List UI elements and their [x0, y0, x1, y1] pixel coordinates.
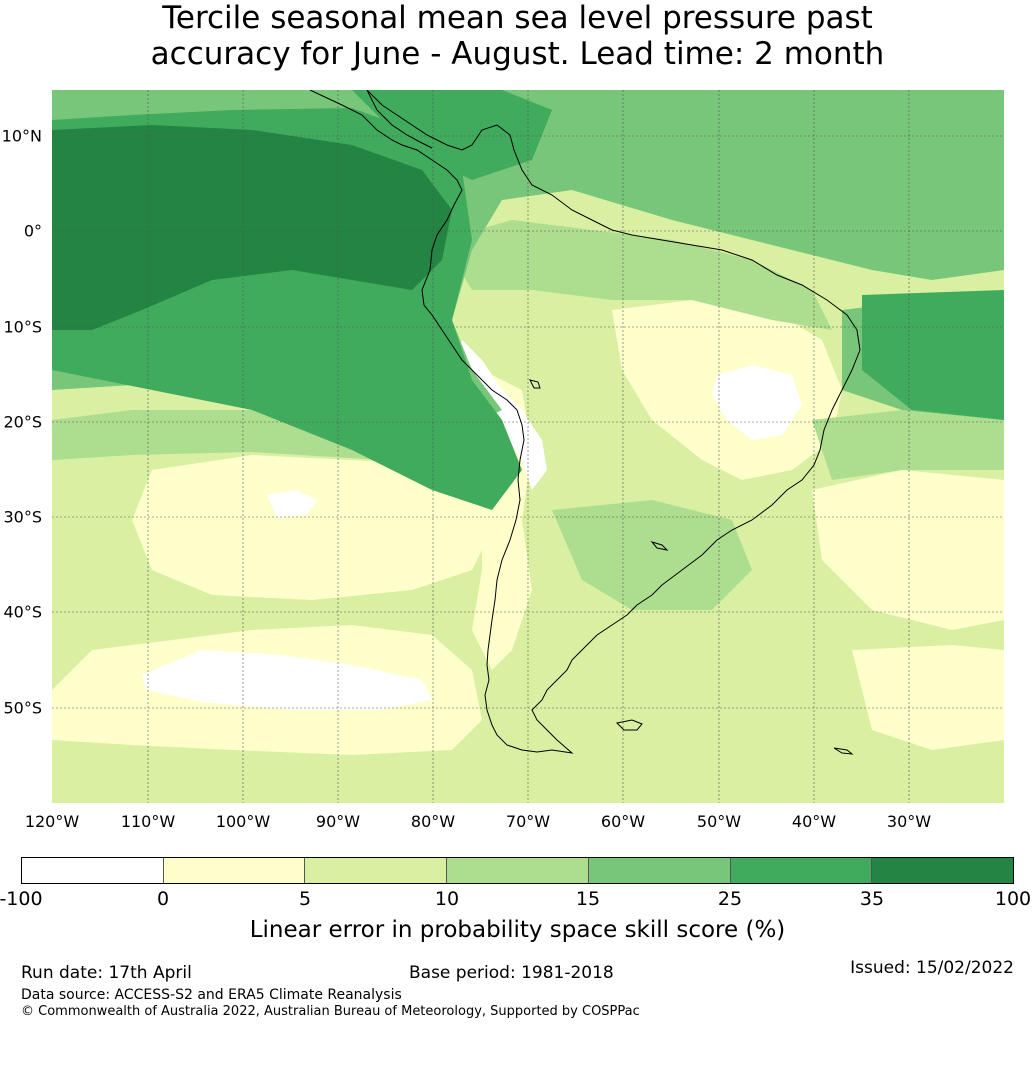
data-source: Data source: ACCESS-S2 and ERA5 Climate …	[21, 987, 402, 1003]
colorbar-tick: 0	[156, 888, 170, 910]
lat-label-50s: 50°S	[3, 698, 42, 718]
map-canvas	[52, 90, 1004, 803]
region-moderate-northland	[442, 220, 832, 330]
region-low-skill-east	[812, 470, 1004, 630]
lon-label-60w: 60°W	[600, 812, 646, 831]
region-moderate-east	[812, 410, 1004, 480]
lat-label-40s: 40°S	[3, 602, 42, 622]
colorbar-segment-negative	[22, 858, 164, 883]
skill-score-map	[52, 90, 1004, 803]
colorbar-segment-35-100	[872, 858, 1014, 883]
region-high-skill-caribbean	[352, 90, 552, 180]
colorbar	[21, 857, 1014, 884]
map-gridlines	[52, 90, 1004, 803]
run-date: Run date: 17th April	[21, 963, 192, 983]
region-high-skill-atlantic	[862, 290, 1004, 420]
issued-date: Issued: 15/02/2022	[850, 958, 1014, 978]
falkland-islands	[615, 719, 643, 731]
colorbar-tick: 25	[717, 888, 743, 910]
lon-label-100w: 100°W	[215, 812, 271, 831]
map-title-line-1: Tercile seasonal mean sea level pressure…	[162, 0, 873, 36]
region-negative-midocean	[267, 490, 317, 518]
colorbar-tick: -100	[0, 888, 43, 910]
south-georgia-island	[833, 747, 854, 755]
colorbar-segment-10-15	[447, 858, 589, 883]
region-negative-brazil	[712, 365, 802, 440]
lon-label-120w: 120°W	[24, 812, 80, 831]
lat-label-10s: 10°S	[3, 317, 42, 337]
region-negative-south	[142, 650, 432, 710]
region-moderate-atlantic	[552, 500, 752, 610]
map-title: Tercile seasonal mean sea level pressure…	[0, 0, 1035, 72]
lon-label-30w: 30°W	[886, 812, 932, 831]
colorbar-tick: 100	[994, 888, 1032, 910]
lon-label-110w: 110°W	[120, 812, 176, 831]
map-title-line-2: accuracy for June - August. Lead time: 2…	[150, 36, 885, 72]
colorbar-label: Linear error in probability space skill …	[249, 917, 786, 943]
central-america-coastline	[366, 90, 433, 149]
lake-titicaca	[529, 379, 541, 389]
lon-label-40w: 40°W	[791, 812, 837, 831]
copyright-notice: © Commonwealth of Australia 2022, Austra…	[21, 1004, 640, 1019]
lat-label-20s: 20°S	[3, 412, 42, 432]
rio-de-la-plata	[650, 541, 669, 551]
lon-label-50w: 50°W	[696, 812, 742, 831]
region-very-high-skill	[52, 125, 452, 330]
lat-label-0: 0°	[23, 221, 42, 241]
lon-label-80w: 80°W	[410, 812, 456, 831]
lat-label-30s: 30°S	[3, 507, 42, 527]
lat-label-10n: 10°N	[1, 126, 42, 146]
colorbar-segment-15-25	[588, 858, 731, 883]
colorbar-tick: 15	[575, 888, 601, 910]
colorbar-segment-25-35	[730, 858, 873, 883]
colorbar-tick: 35	[859, 888, 885, 910]
colorbar-segment-0-5	[163, 858, 306, 883]
colorbar-tick: 10	[434, 888, 460, 910]
base-period: Base period: 1981-2018	[409, 963, 614, 983]
colorbar-segment-5-10	[305, 858, 448, 883]
region-low-skill-east-south	[852, 645, 1004, 750]
south-america-coastline	[309, 90, 861, 754]
colorbar-tick: 5	[298, 888, 312, 910]
region-low-skill-mid	[132, 455, 492, 600]
lon-label-90w: 90°W	[315, 812, 361, 831]
lon-label-70w: 70°W	[505, 812, 551, 831]
